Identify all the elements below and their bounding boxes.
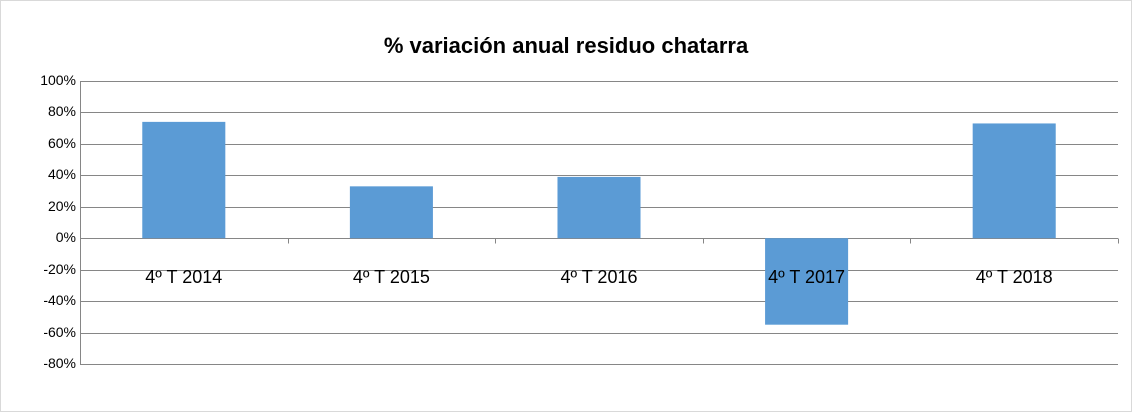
bar <box>765 238 849 325</box>
bar <box>142 121 226 239</box>
y-tick-label: 40% <box>48 166 76 182</box>
y-tick-label: 20% <box>48 198 76 214</box>
y-tick-label: 60% <box>48 135 76 151</box>
x-tick-label: 4º T 2016 <box>561 267 638 287</box>
x-tick-label: 4º T 2015 <box>353 267 430 287</box>
x-tick-label: 4º T 2018 <box>976 267 1053 287</box>
y-tick-label: -80% <box>43 355 76 371</box>
chart-title: % variación anual residuo chatarra <box>384 33 749 58</box>
y-tick-label: -20% <box>43 261 76 277</box>
y-tick-label: 100% <box>40 72 76 88</box>
y-tick-label: 0% <box>56 229 76 245</box>
bar <box>972 123 1056 239</box>
bar <box>557 176 641 239</box>
bar <box>349 186 433 239</box>
y-tick-label: 80% <box>48 103 76 119</box>
y-tick-label: -60% <box>43 324 76 340</box>
y-tick-label: -40% <box>43 292 76 308</box>
x-tick-label: 4º T 2014 <box>145 267 222 287</box>
x-tick-label: 4º T 2017 <box>768 267 845 287</box>
